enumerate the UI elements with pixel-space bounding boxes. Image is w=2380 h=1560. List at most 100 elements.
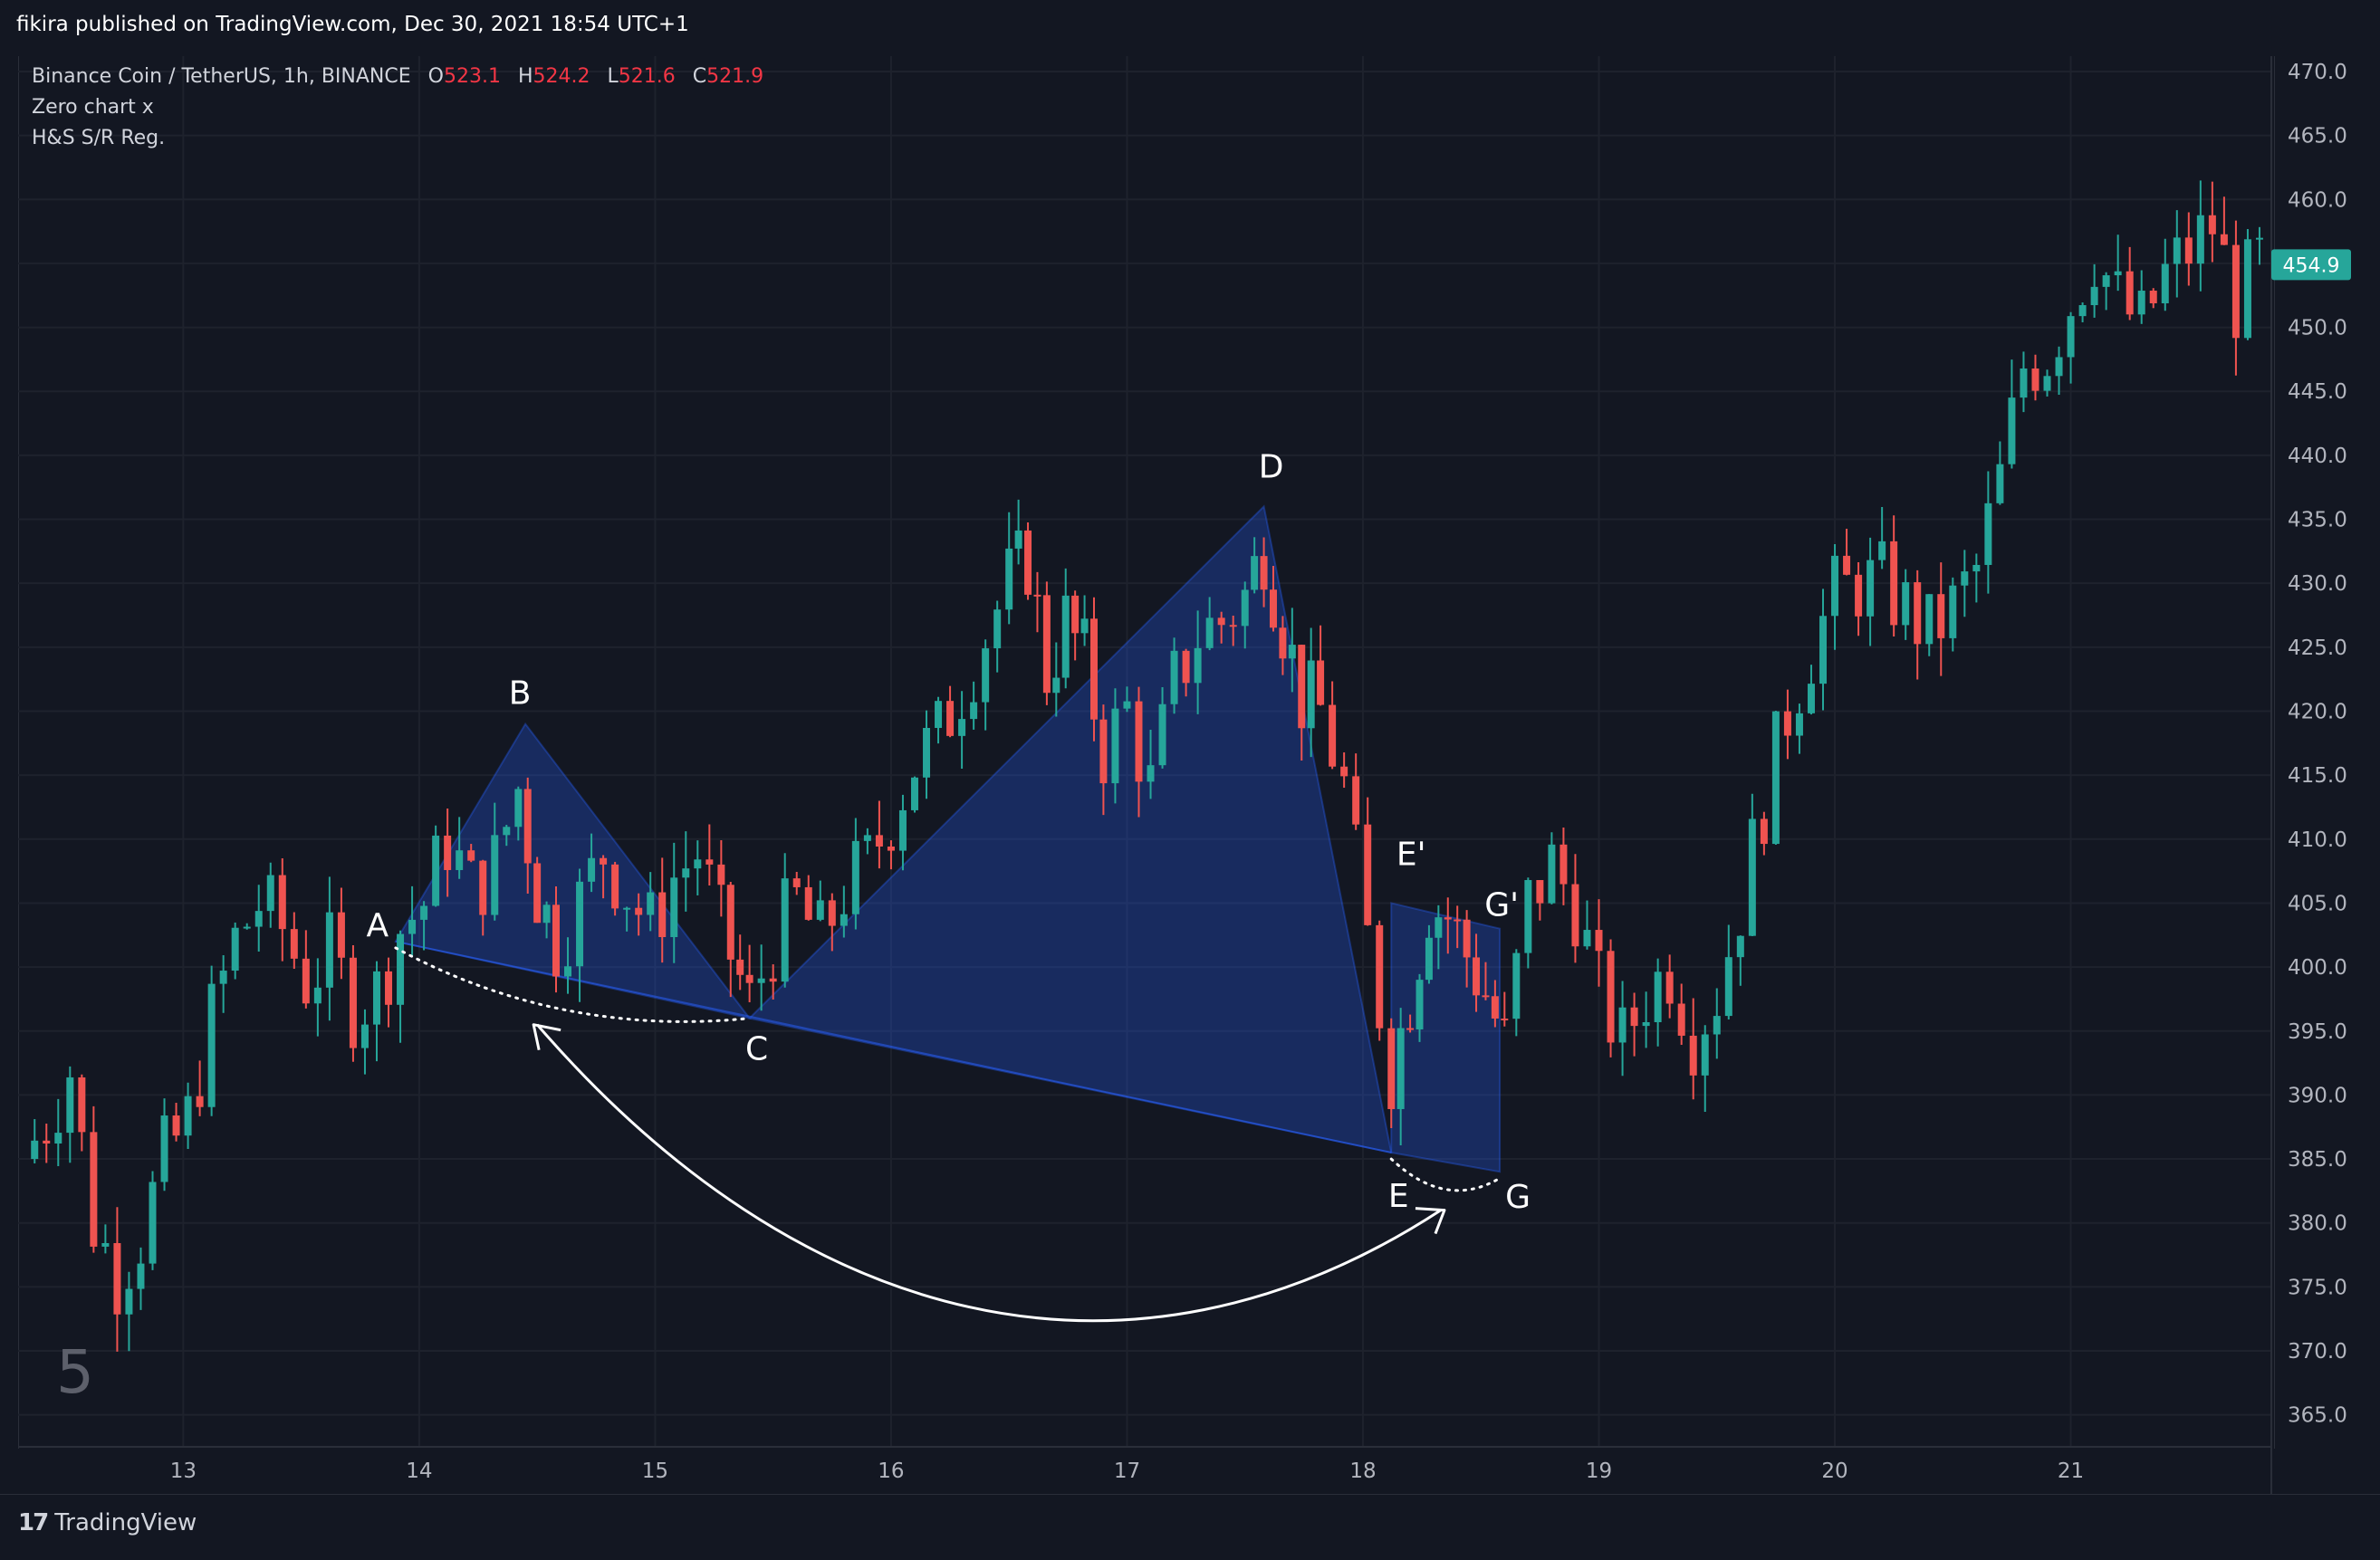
candle-body — [705, 859, 714, 865]
candle-body — [2137, 291, 2145, 315]
candle-body — [2102, 275, 2110, 287]
candle-body — [1158, 703, 1166, 766]
indicator-hs-sr-reg[interactable]: H&S S/R Reg. — [32, 127, 166, 149]
candle-body — [1642, 1021, 1650, 1027]
candle-body — [1961, 571, 1969, 586]
candle-body — [694, 859, 702, 869]
time-axis: 13 14 15 16 17 18 19 20 21 — [18, 1446, 2271, 1483]
candle-body — [1807, 684, 1815, 713]
candle-body — [1352, 776, 1360, 825]
candle-body — [113, 1243, 121, 1315]
candle-body — [1618, 1007, 1627, 1043]
indicator-zero-chart[interactable]: Zero chart x — [32, 96, 154, 119]
candle-body — [2031, 368, 2039, 391]
candle-body — [2255, 237, 2263, 240]
legend-symbol-row: Binance Coin / TetherUS, 1h, BINANCE O52… — [32, 62, 763, 92]
candle-body — [137, 1263, 145, 1289]
candle-body — [1689, 1035, 1697, 1076]
candle-body — [851, 840, 859, 914]
candle-body — [792, 878, 801, 887]
pattern-label-e: E — [1388, 1178, 1409, 1215]
time-tick-label: 20 — [1821, 1460, 1847, 1483]
price-tick-label: 410.0 — [2288, 828, 2347, 852]
published-text: fikira published on TradingView.com, Dec… — [16, 13, 689, 36]
time-tick-label: 19 — [1586, 1460, 1612, 1483]
candlestick-series — [31, 180, 2263, 1352]
candle-body — [840, 914, 848, 926]
candle-body — [1194, 647, 1202, 684]
candle-body — [923, 727, 931, 778]
candle-body — [623, 907, 631, 910]
price-tick-label: 440.0 — [2288, 445, 2347, 468]
candle-body — [1501, 1018, 1509, 1020]
price-tick-label: 465.0 — [2288, 125, 2347, 148]
candle-body — [935, 701, 943, 728]
candle-body — [781, 878, 789, 982]
candle-body — [533, 863, 542, 924]
candle-body — [726, 885, 734, 960]
candle-body — [1251, 556, 1259, 590]
candle-body — [1972, 564, 1981, 572]
last-price-tag — [2271, 249, 2351, 281]
open-value: 523.1 — [443, 65, 501, 88]
dotted-arc-ac — [394, 946, 752, 1023]
dotted-arc-eg — [1389, 1157, 1502, 1192]
candle-body — [290, 929, 298, 959]
candle-body — [1914, 582, 1922, 645]
candle-body — [1795, 713, 1803, 736]
candle-body — [2020, 368, 2028, 398]
chart-grid — [18, 56, 2271, 1447]
candle-body — [717, 864, 725, 885]
tv-logo-icon: 17 — [18, 1509, 49, 1536]
candle-body — [1033, 594, 1041, 597]
candle-body — [479, 860, 487, 915]
candle-body — [1867, 560, 1875, 617]
candle-body — [1701, 1034, 1709, 1076]
candle-body — [514, 789, 523, 828]
price-tick-label: 450.0 — [2288, 317, 2347, 340]
candle-body — [444, 835, 452, 870]
candle-body — [2067, 316, 2075, 358]
candle-body — [2243, 239, 2251, 339]
price-tick-label: 400.0 — [2288, 956, 2347, 980]
price-tick-label: 375.0 — [2288, 1276, 2347, 1299]
pattern-label-g-prime: G' — [1484, 887, 1519, 924]
brand-label: TradingView — [54, 1509, 197, 1536]
candle-body — [1996, 464, 2004, 503]
candle-body — [2043, 376, 2051, 391]
low-value: 521.6 — [618, 65, 676, 88]
candle-body — [1080, 618, 1089, 634]
candle-body — [1654, 971, 1662, 1022]
candle-body — [647, 892, 655, 915]
candle-body — [1099, 719, 1108, 784]
price-tick-label: 460.0 — [2288, 188, 2347, 212]
candle-body — [243, 926, 251, 929]
candle-body — [1482, 995, 1490, 998]
candle-body — [1736, 935, 1744, 958]
candle-body — [372, 971, 380, 1025]
pattern-label-g: G — [1505, 1179, 1531, 1216]
price-tick-label: 445.0 — [2288, 380, 2347, 404]
candle-body — [432, 835, 440, 906]
candle-body — [993, 609, 1002, 649]
tradingview-logo[interactable]: 17 TradingView — [18, 1509, 197, 1536]
candle-body — [2184, 237, 2193, 264]
candle-body — [125, 1288, 133, 1315]
candle-body — [1024, 530, 1032, 595]
pattern-label-c: C — [745, 1031, 768, 1068]
candle-body — [1170, 650, 1178, 704]
candle-body — [101, 1243, 110, 1247]
price-tick-label: 380.0 — [2288, 1212, 2347, 1236]
candle-body — [1005, 548, 1013, 610]
candle-body — [325, 912, 333, 988]
candle-body — [863, 835, 871, 841]
candle-body — [552, 904, 560, 977]
candle-body — [1364, 824, 1372, 925]
price-axis: 365.0 370.0 375.0 380.0 385.0 390.0 395.0 400.0… — [2270, 56, 2351, 1494]
harmonic-pattern — [394, 504, 1502, 1173]
chart-annotations: A B C D E E' G G' 5 — [56, 448, 1531, 1407]
price-tick-label: 420.0 — [2288, 700, 2347, 723]
candle-body — [635, 907, 643, 915]
candle-body — [2055, 357, 2063, 377]
